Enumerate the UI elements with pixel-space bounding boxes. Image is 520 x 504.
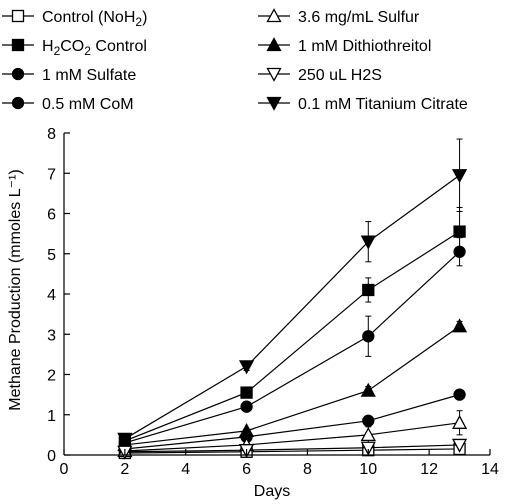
legend-marker — [11, 38, 25, 52]
data-point — [453, 245, 466, 258]
series-line — [124, 251, 460, 444]
y-tick-label: 7 — [47, 166, 56, 183]
data-point — [238, 360, 255, 375]
y-tick-label: 4 — [47, 287, 56, 304]
x-tick-label: 10 — [359, 461, 377, 478]
x-tick-label: 12 — [420, 461, 438, 478]
series-3 — [118, 237, 466, 450]
x-tick-label: 0 — [60, 461, 69, 478]
data-point — [451, 169, 468, 184]
legend-item-3: 1 mM Sulfate — [2, 67, 136, 84]
data-point — [117, 432, 133, 447]
legend-label: 250 uL H2S — [298, 67, 382, 84]
legend-label: 0.1 mM Titanium Citrate — [298, 96, 468, 113]
y-axis-label: Methane Production (mmoles L⁻¹) — [7, 169, 24, 410]
y-tick-label: 0 — [47, 448, 56, 465]
data-point — [362, 330, 375, 343]
series-4 — [118, 388, 466, 456]
legend-label: 3.6 mg/mL Sulfur — [298, 9, 420, 26]
legend: Control (NoH2) H2CO2 Control 1 mM Sulfate 0… — [2, 8, 468, 113]
data-point — [451, 438, 468, 453]
legend-item-7: 250 uL H2S — [258, 67, 382, 84]
series-2 — [118, 206, 466, 448]
legend-item-4: 0.5 mM CoM — [2, 96, 134, 113]
series-8 — [117, 138, 468, 447]
data-point — [453, 388, 466, 401]
data-point — [360, 441, 376, 456]
legend-marker — [266, 37, 282, 52]
data-point — [362, 414, 375, 427]
legend-item-6: 1 mM Dithiothreitol — [258, 37, 431, 55]
legend-item-2: H2CO2 Control — [2, 38, 147, 58]
series-line — [124, 231, 460, 442]
data-point — [240, 400, 253, 413]
y-tick-label: 3 — [47, 327, 56, 344]
legend-marker — [266, 8, 282, 23]
legend-label: 0.5 mM CoM — [42, 96, 134, 113]
legend-marker — [11, 67, 25, 81]
x-tick-label: 8 — [303, 461, 312, 478]
legend-marker — [11, 96, 25, 110]
x-tick-label: 4 — [181, 461, 190, 478]
data-point — [451, 318, 468, 333]
y-tick-label: 2 — [47, 368, 56, 385]
legend-label: 1 mM Sulfate — [42, 67, 136, 84]
data-point — [240, 386, 253, 399]
plot-area — [117, 138, 468, 460]
y-tick-label: 8 — [47, 126, 56, 143]
data-point — [362, 283, 375, 297]
y-tick-label: 6 — [47, 207, 56, 224]
legend-marker — [266, 96, 282, 111]
series-line — [124, 394, 460, 450]
y-tick-label: 1 — [47, 408, 56, 425]
legend-marker — [11, 9, 25, 23]
x-tick-label: 2 — [120, 461, 129, 478]
data-point — [360, 382, 376, 397]
legend-label: Control (NoH2) — [42, 9, 147, 29]
data-point — [360, 235, 376, 250]
x-axis-label: Days — [254, 483, 290, 500]
legend-item-5: 3.6 mg/mL Sulfur — [258, 8, 420, 26]
legend-label: 1 mM Dithiothreitol — [298, 38, 431, 55]
legend-marker — [266, 67, 282, 82]
y-tick-label: 5 — [47, 247, 56, 264]
legend-item-1: Control (NoH2) — [2, 9, 147, 29]
data-point — [360, 427, 376, 442]
data-point — [453, 225, 466, 238]
x-tick-label: 6 — [242, 461, 251, 478]
series-line — [124, 422, 460, 452]
x-tick-label: 14 — [481, 461, 499, 478]
series-line — [124, 174, 460, 440]
data-point — [451, 414, 468, 429]
legend-item-8: 0.1 mM Titanium Citrate — [258, 96, 468, 113]
data-point — [238, 422, 255, 438]
legend-label: H2CO2 Control — [42, 38, 147, 58]
series-line — [124, 325, 460, 446]
